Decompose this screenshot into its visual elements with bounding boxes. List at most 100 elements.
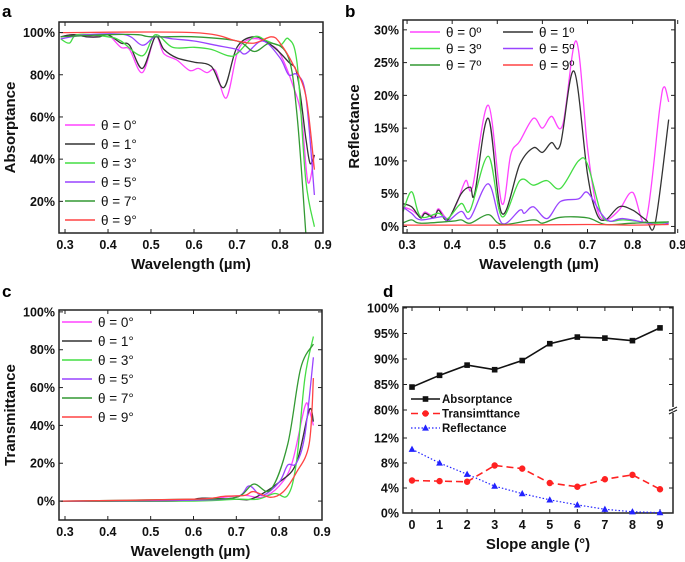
panel-label-a: a	[2, 2, 12, 21]
data-point	[601, 505, 609, 512]
data-point	[656, 509, 664, 516]
x-tick-label: 0.9	[669, 238, 685, 252]
legend-label: θ = 1º	[539, 25, 574, 40]
series-line	[60, 357, 315, 502]
y-tick-label: 100%	[23, 305, 55, 319]
data-point	[422, 410, 429, 417]
data-point	[574, 483, 581, 490]
plot-frame	[402, 19, 676, 234]
y-axis-label: Reflectance	[346, 84, 363, 168]
data-point	[601, 476, 609, 483]
y-tick-label: 10%	[374, 154, 399, 168]
legend-label: θ = 1°	[101, 137, 137, 152]
x-tick-label: 8	[629, 518, 636, 532]
x-tick-label: 6	[574, 518, 581, 532]
y-tick-label: 8%	[381, 457, 399, 471]
x-axis-label: Wavelength (µm)	[479, 256, 599, 273]
legend: θ = 0° θ = 1° θ = 3° θ = 5° θ = 7° θ = 9°	[62, 315, 134, 425]
data-point	[463, 470, 471, 477]
series-absorptance	[409, 325, 663, 390]
series-line	[60, 33, 316, 184]
legend-label: θ = 3°	[101, 156, 137, 171]
data-point	[519, 465, 526, 472]
y-tick-label: 25%	[374, 56, 399, 70]
x-tick-label: 0.8	[270, 525, 287, 539]
panel-d: 0 1 2 3 4 5 6 7 8 9 80% 85% 90% 95% 100% 0% 4% 8% 12% Slope…	[367, 302, 678, 553]
x-tick-label: 2	[464, 518, 471, 532]
x-tick-label: 0.5	[489, 238, 506, 252]
series-line	[403, 183, 669, 226]
x-tick-label: 0.7	[228, 238, 245, 252]
x-tick-label: 0.4	[443, 238, 460, 252]
series-line	[403, 223, 669, 226]
data-point	[546, 496, 554, 503]
y-tick-label: 40%	[30, 153, 55, 167]
y-tick-label: 95%	[374, 327, 399, 341]
x-tick-label: 0.7	[579, 238, 596, 252]
y-axis-label: Transmittance	[2, 364, 19, 466]
series-line	[60, 33, 316, 227]
series-transimttance	[408, 462, 664, 493]
legend-label: θ = 9°	[98, 410, 134, 425]
series-group	[60, 336, 315, 502]
series-line	[411, 327, 661, 388]
legend-label: θ = 5º	[539, 42, 574, 57]
legend-label: θ = 5°	[101, 175, 137, 190]
y-tick-label: 60%	[30, 110, 55, 124]
y-tick-label: 20%	[374, 89, 399, 103]
x-tick-label: 0.4	[99, 525, 116, 539]
panel-label-b: b	[345, 2, 355, 21]
legend-label: θ = 0°	[101, 118, 137, 133]
data-point	[464, 362, 470, 368]
legend-label: Absorptance	[442, 394, 512, 406]
y-tick-label: 0%	[381, 507, 399, 521]
series-line	[60, 33, 307, 233]
x-tick-label: 0.8	[271, 238, 288, 252]
x-tick-label: 0.3	[56, 238, 73, 252]
x-tick-label: 1	[436, 518, 443, 532]
legend-label: θ = 0º	[446, 25, 481, 40]
data-point	[546, 340, 553, 347]
data-point	[518, 490, 526, 497]
x-tick-label: 0.5	[142, 525, 159, 539]
legend: θ = 0º θ = 1º θ = 3º θ = 5º θ = 7º θ = 9º	[410, 25, 574, 73]
y-tick-label: 20%	[30, 457, 55, 471]
panel-label-c: c	[2, 282, 11, 301]
data-point	[519, 357, 526, 364]
x-tick-label: 0.7	[228, 525, 245, 539]
x-tick-label: 4	[519, 518, 526, 532]
series-line	[60, 31, 316, 170]
data-point	[422, 424, 429, 431]
legend-label: θ = 5°	[98, 372, 134, 387]
x-tick-label: 0.6	[185, 238, 202, 252]
legend-label: θ = 9°	[101, 213, 137, 228]
series-line	[403, 40, 670, 224]
series-line	[403, 70, 670, 231]
data-point	[422, 396, 429, 402]
data-point	[574, 334, 581, 340]
plot-frame	[58, 309, 323, 521]
x-tick-label: 9	[657, 518, 664, 532]
x-tick-label: 5	[546, 518, 553, 532]
x-tick-label: 0.5	[142, 238, 159, 252]
legend-label: Reflectance	[442, 423, 507, 435]
y-tick-label: 80%	[30, 343, 55, 357]
legend-label: θ = 7º	[446, 58, 481, 73]
y-tick-label: 40%	[30, 419, 55, 433]
data-point	[656, 486, 664, 493]
y-tick-label: 60%	[30, 381, 55, 395]
y-tick-label: 15%	[374, 122, 399, 136]
data-point	[602, 335, 608, 341]
data-point	[573, 501, 581, 508]
legend: θ = 0° θ = 1° θ = 3° θ = 5° θ = 7° θ = 9°	[65, 118, 137, 228]
y-tick-label: 100%	[367, 302, 399, 316]
y-tick-label: 30%	[374, 23, 399, 37]
series-line	[60, 336, 315, 502]
series-reflectance	[408, 445, 664, 516]
data-point	[629, 337, 636, 344]
data-point	[436, 372, 443, 379]
series-group	[403, 40, 670, 231]
legend: Absorptance Transimttance Reflectance	[411, 394, 520, 435]
data-point	[629, 471, 636, 479]
